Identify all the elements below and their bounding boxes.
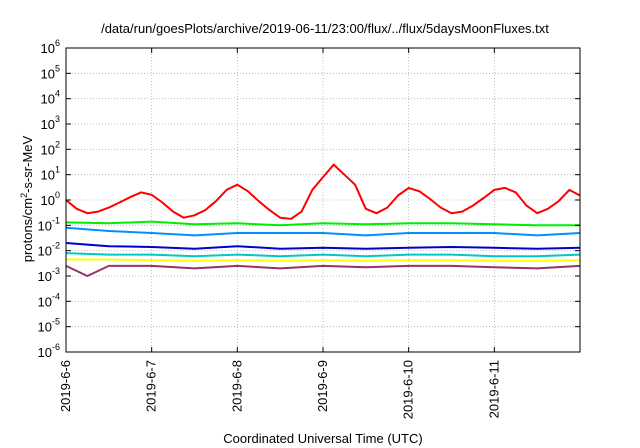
y-tick-label: 100: [41, 190, 60, 208]
y-tick-label: 10-2: [38, 241, 60, 259]
y-tick-exp: 4: [55, 89, 60, 99]
y-label-pre: protons/cm: [20, 198, 35, 262]
series-line-2: [65, 220, 580, 227]
y-tick-base: 10: [38, 244, 52, 259]
y-tick-label: 102: [41, 139, 60, 157]
x-axis: 2019-6-6 2019-6-7 2019-6-8 2019-6-9 2019-6-1…: [58, 48, 501, 419]
y-tick-label: 106: [41, 38, 60, 56]
y-tick-base: 10: [38, 294, 52, 309]
x-tick-label: 2019-6-9: [315, 360, 330, 412]
y-tick-exp: -4: [52, 291, 60, 301]
x-tick-label: 2019-6-11: [486, 360, 501, 418]
y-tick-label: 10-3: [38, 266, 60, 284]
y-tick-exp: 3: [55, 114, 60, 124]
y-tick-label: 10-6: [38, 342, 60, 360]
x-tick-label: 2019-6-10: [401, 360, 416, 419]
series-line-7: [65, 264, 581, 277]
y-tick-base: 10: [41, 92, 55, 107]
y-tick-exp: -6: [52, 342, 60, 352]
series-line-6: [66, 258, 581, 262]
x-axis-label: Coordinated Universal Time (UTC): [223, 431, 422, 446]
y-tick-base: 10: [38, 269, 52, 284]
y-axis-label: protons/cm2-s-sr-MeV: [19, 135, 35, 262]
y-tick-label: 10-4: [38, 291, 60, 309]
x-tick-label: 2019-6-7: [144, 360, 159, 412]
y-tick-label: 105: [41, 63, 60, 81]
y-tick-exp: -2: [52, 241, 60, 251]
y-tick-exp: 6: [55, 38, 60, 48]
y-tick-base: 10: [41, 66, 55, 81]
x-tick-label: 2019-6-8: [229, 360, 244, 412]
series-group: [65, 163, 581, 277]
y-tick-label: 101: [41, 165, 60, 183]
y-tick-exp: 1: [55, 165, 60, 175]
y-tick-label: 10-5: [38, 317, 60, 335]
y-tick-exp: 2: [55, 139, 60, 149]
x-tick-label: 2019-6-6: [58, 360, 73, 412]
y-tick-exp: -5: [52, 317, 60, 327]
y-tick-exp: -1: [52, 215, 60, 225]
y-tick-exp: 5: [55, 63, 60, 73]
series-line-3: [65, 226, 581, 237]
y-tick-base: 10: [41, 117, 55, 132]
y-tick-base: 10: [41, 193, 55, 208]
y-tick-base: 10: [38, 218, 52, 233]
series-line-1: [65, 163, 581, 220]
y-tick-label: 104: [41, 89, 60, 107]
y-tick-label: 103: [41, 114, 60, 132]
y-label-post: -s-sr-MeV: [20, 135, 35, 192]
y-tick-base: 10: [41, 142, 55, 157]
chart-title: /data/run/goesPlots/archive/2019-06-11/2…: [101, 21, 549, 36]
y-axis: 10-610-510-410-310-210-11001011021031041…: [38, 38, 580, 360]
y-tick-base: 10: [38, 320, 52, 335]
grid-lines: [66, 48, 580, 352]
y-label-sup: 2: [19, 193, 29, 198]
y-tick-exp: -3: [52, 266, 60, 276]
y-tick-base: 10: [41, 168, 55, 183]
y-tick-base: 10: [41, 41, 55, 56]
series-line-4: [65, 242, 581, 250]
series-line-5: [65, 252, 581, 258]
y-tick-base: 10: [38, 345, 52, 360]
y-tick-label: 10-1: [38, 215, 60, 233]
y-tick-exp: 0: [55, 190, 60, 200]
